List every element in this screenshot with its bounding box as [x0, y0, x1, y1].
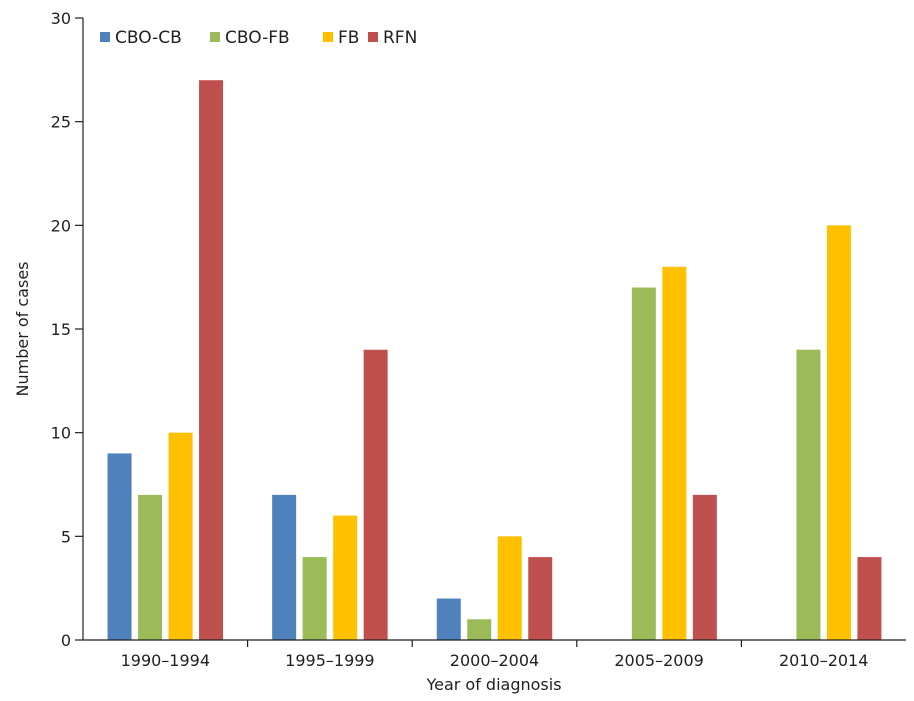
legend-swatch-cbo-cb	[100, 32, 110, 42]
x-tick-label: 1990–1994	[121, 651, 210, 670]
x-tick-label: 1995–1999	[285, 651, 374, 670]
y-ticks: 0 5 10 15 20 25 30	[51, 9, 83, 650]
x-ticks: 1990–1994 1995–1999 2000–2004 2005–2009 2010…	[121, 640, 868, 670]
legend-label-cbo-fb: CBO-FB	[225, 28, 290, 48]
bar-fb-1	[333, 515, 358, 640]
legend-label-rfn: RFN	[383, 28, 417, 48]
x-tick-label: 2010–2014	[779, 651, 868, 670]
bar-rfn-0	[199, 80, 224, 640]
legend-label-fb: FB	[338, 28, 359, 48]
bar-fb-3	[662, 266, 687, 640]
bar-fb-0	[168, 432, 193, 640]
bar-cbo-fb-3	[631, 287, 656, 640]
x-axis-title: Year of diagnosis	[425, 675, 561, 694]
y-tick-label: 15	[51, 320, 71, 339]
x-tick-label: 2005–2009	[614, 651, 703, 670]
legend-swatch-rfn	[368, 32, 378, 42]
bar-cbo-cb-2	[436, 598, 461, 640]
legend-swatch-cbo-fb	[210, 32, 220, 42]
bar-fb-4	[826, 225, 851, 641]
bar-cbo-fb-2	[467, 619, 492, 640]
legend: CBO-CB CBO-FB FB RFN	[100, 28, 417, 48]
x-tick-label: 2000–2004	[450, 651, 539, 670]
bars	[107, 80, 882, 641]
y-tick-label: 30	[51, 9, 71, 28]
y-tick-label: 10	[51, 424, 71, 443]
bar-cbo-cb-1	[272, 494, 297, 640]
bar-cbo-fb-0	[138, 494, 163, 640]
bar-rfn-3	[692, 494, 717, 640]
y-tick-label: 0	[61, 631, 71, 650]
y-axis-title: Number of cases	[13, 262, 32, 397]
y-tick-label: 20	[51, 216, 71, 235]
y-tick-label: 25	[51, 113, 71, 132]
bar-rfn-4	[857, 557, 882, 640]
bar-rfn-2	[528, 557, 553, 640]
legend-swatch-fb	[323, 32, 333, 42]
bar-cbo-fb-1	[302, 557, 327, 640]
legend-label-cbo-cb: CBO-CB	[115, 28, 182, 48]
bar-fb-2	[497, 536, 522, 640]
bar-cbo-fb-4	[796, 349, 821, 640]
bar-rfn-1	[363, 349, 388, 640]
bar-cbo-cb-0	[107, 453, 132, 640]
y-tick-label: 5	[61, 527, 71, 546]
